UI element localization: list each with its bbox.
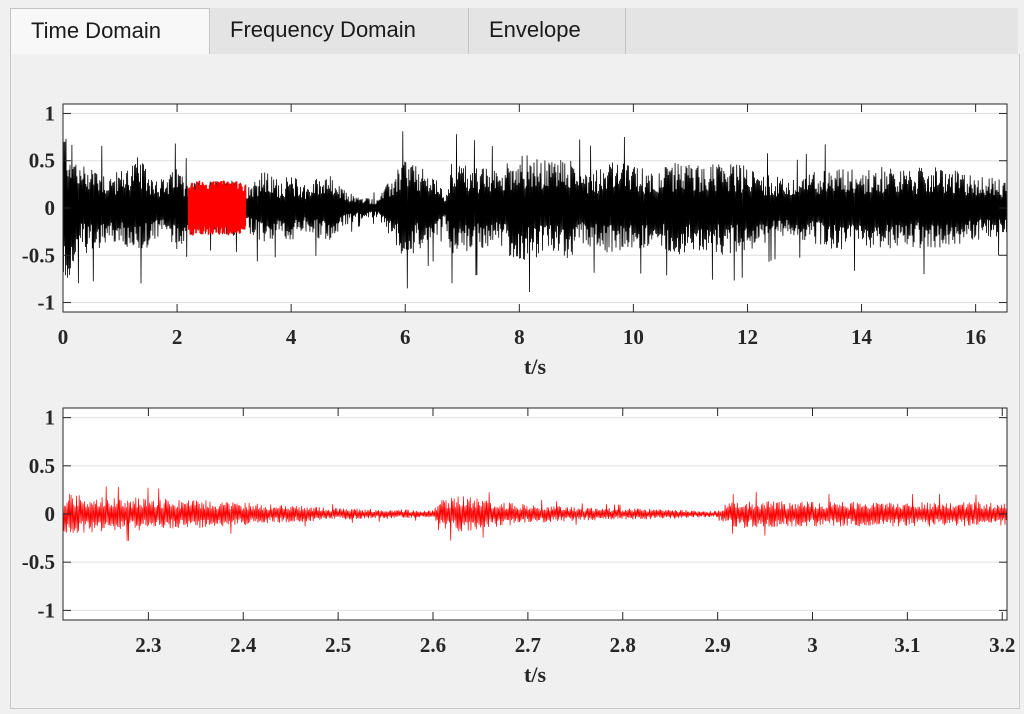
x-tick-label: 2.6 (420, 633, 446, 657)
plots-canvas: 10.50-0.5-10 2 4 6 8 10 12 14 16t/s10.50-0.5-12.… (22, 101, 1016, 687)
tab-panel: 1 0.5 0 -0.5 -1 0 2 4 6 8 10 12 14 16 t/s 1 0.5 0 -0.5 -1 2.… (10, 54, 1020, 709)
tab-bar: Time Domain Frequency Domain Envelope (10, 8, 1018, 55)
tab-time-domain[interactable]: Time Domain (10, 8, 210, 55)
x-tick-label: 3.2 (989, 633, 1015, 657)
full-signal-plot: 10.50-0.5-10 2 4 6 8 10 12 14 16t/s (22, 101, 1008, 379)
y-tick-label: 0 (45, 502, 56, 526)
y-tick-label: -0.5 (22, 550, 55, 574)
x-tick-label: 2.3 (135, 633, 161, 657)
y-tick-label: 0.5 (29, 149, 55, 173)
x-tick-label: 2.4 (230, 633, 257, 657)
x-tick-label: 2 (172, 325, 183, 349)
x-axis-label: t/s (524, 662, 546, 687)
y-tick-label: 1 (45, 406, 56, 430)
x-tick-label: 8 (514, 325, 525, 349)
tab-frequency-domain[interactable]: Frequency Domain (210, 8, 469, 54)
x-tick-label: 16 (965, 325, 986, 349)
x-tick-label: 2.7 (515, 633, 541, 657)
zoom-signal-plot: 1 0.5 0 -0.5 -1 2.3 2.4 2.5 2.6 2.7 2.8 2.9 3 3.1 3.2 t… (22, 406, 1016, 687)
tab-envelope[interactable]: Envelope (469, 8, 626, 54)
x-tick-label: 10 (623, 325, 644, 349)
x-tick-label: 3.1 (894, 633, 920, 657)
x-tick-label: 3 (807, 633, 818, 657)
y-tick-label: 0.5 (29, 454, 55, 478)
signal-trace (62, 486, 1008, 541)
y-tick-label: -1 (38, 291, 56, 315)
x-tick-label: 2.9 (705, 633, 731, 657)
y-tick-label: 1 (45, 101, 56, 125)
x-tick-label: 4 (286, 325, 297, 349)
x-tick-label: 12 (737, 325, 758, 349)
x-tick-label: 0 (58, 325, 69, 349)
x-tick-label: 6 (400, 325, 411, 349)
x-tick-label: 2.5 (325, 633, 351, 657)
y-tick-label: -1 (38, 598, 56, 622)
highlighted-segment (187, 180, 247, 236)
x-axis-label: t/s (524, 354, 546, 379)
y-tick-label: -0.5 (22, 243, 55, 267)
x-tick-label: 2.8 (610, 633, 636, 657)
y-tick-label: 0 (45, 196, 56, 220)
x-tick-label: 14 (851, 325, 873, 349)
